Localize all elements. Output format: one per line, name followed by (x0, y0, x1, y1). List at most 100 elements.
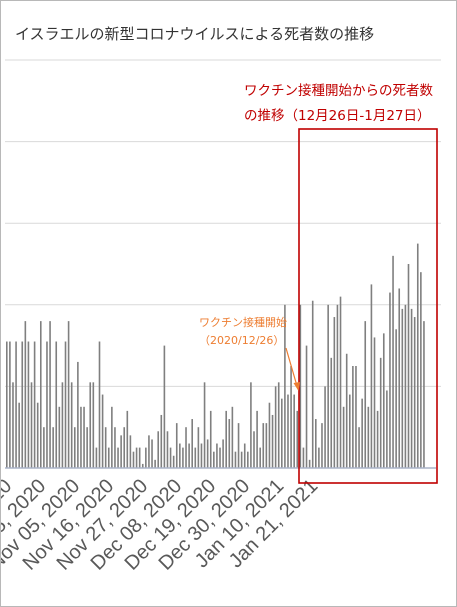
bar (58, 406, 61, 468)
bar (256, 410, 258, 468)
bar (73, 427, 76, 468)
bar (302, 447, 305, 468)
bar (321, 423, 323, 468)
bar (111, 406, 113, 468)
chart-title: イスラエルの新型コロナウイルスによる死者数の推移 (15, 25, 375, 43)
bar (206, 439, 209, 468)
bar (407, 264, 410, 468)
bar (86, 427, 88, 468)
bar (265, 423, 268, 468)
bar (373, 337, 376, 468)
bar (80, 406, 82, 468)
bar (138, 447, 141, 468)
vaccine-start-note-line1: ワクチン接種開始 (199, 315, 287, 329)
bar (348, 394, 351, 468)
bar (129, 435, 132, 468)
bar (299, 304, 302, 468)
bar (423, 321, 425, 468)
bar (379, 357, 382, 468)
bar (185, 427, 187, 468)
bar (70, 382, 73, 468)
bar (293, 394, 295, 468)
bar (151, 439, 153, 468)
bar (336, 304, 339, 468)
bar (395, 329, 397, 468)
bar (271, 414, 274, 468)
bar (259, 447, 261, 468)
bar (33, 341, 36, 468)
bar (250, 382, 252, 468)
bar (296, 410, 299, 468)
bar (404, 304, 407, 468)
bar (191, 419, 193, 468)
bar (355, 366, 357, 468)
bar (287, 394, 289, 468)
bar (308, 459, 311, 468)
bar (290, 366, 292, 468)
bar (324, 386, 326, 468)
vaccine-start-arrowhead (293, 382, 300, 391)
bar (392, 255, 394, 468)
bar (169, 447, 172, 468)
bar (222, 439, 224, 468)
bar (330, 357, 333, 468)
bar (311, 300, 314, 468)
bar (157, 431, 160, 468)
bar (107, 447, 110, 468)
bar (52, 427, 54, 468)
bar (398, 288, 401, 468)
bar (262, 423, 265, 468)
bar (43, 427, 45, 468)
bar (172, 455, 175, 468)
bar (77, 361, 79, 468)
bar (104, 427, 107, 468)
bar (49, 321, 51, 468)
bar (61, 382, 64, 468)
gridlines (5, 59, 441, 387)
vaccine-start-note-line2: （2020/12/26） (199, 334, 284, 347)
bar (327, 304, 329, 468)
bar (240, 451, 243, 468)
bar (219, 447, 221, 468)
bar (194, 447, 197, 468)
bar (120, 435, 122, 468)
highlight-note-line1: ワクチン接種開始からの死者数 (244, 82, 433, 99)
bar (413, 317, 416, 468)
bar (225, 410, 227, 468)
bar (315, 419, 317, 468)
bar (182, 447, 184, 468)
bar (46, 341, 48, 468)
bar (9, 341, 11, 468)
bar (231, 406, 234, 468)
bar (305, 345, 308, 468)
bar (420, 272, 422, 468)
bar (339, 296, 342, 468)
bar (166, 431, 169, 468)
bar (145, 447, 147, 468)
bar (188, 443, 190, 468)
bar (243, 443, 246, 468)
bar (364, 321, 367, 468)
bar (18, 402, 20, 468)
highlight-note-line2: の推移（12月26日-1月27日） (244, 108, 431, 124)
bar (30, 382, 33, 468)
bar (281, 398, 283, 468)
bar (148, 435, 150, 468)
bar (114, 427, 116, 468)
bar (21, 341, 24, 468)
bar (101, 394, 104, 468)
bar (401, 308, 404, 468)
bar (135, 447, 138, 468)
bar (175, 423, 178, 468)
bar (200, 443, 203, 468)
bar (163, 345, 166, 468)
bar (126, 410, 129, 468)
bar (160, 414, 163, 468)
bar (333, 317, 336, 468)
bar (141, 463, 144, 468)
bar (6, 341, 8, 468)
bar (358, 427, 360, 468)
